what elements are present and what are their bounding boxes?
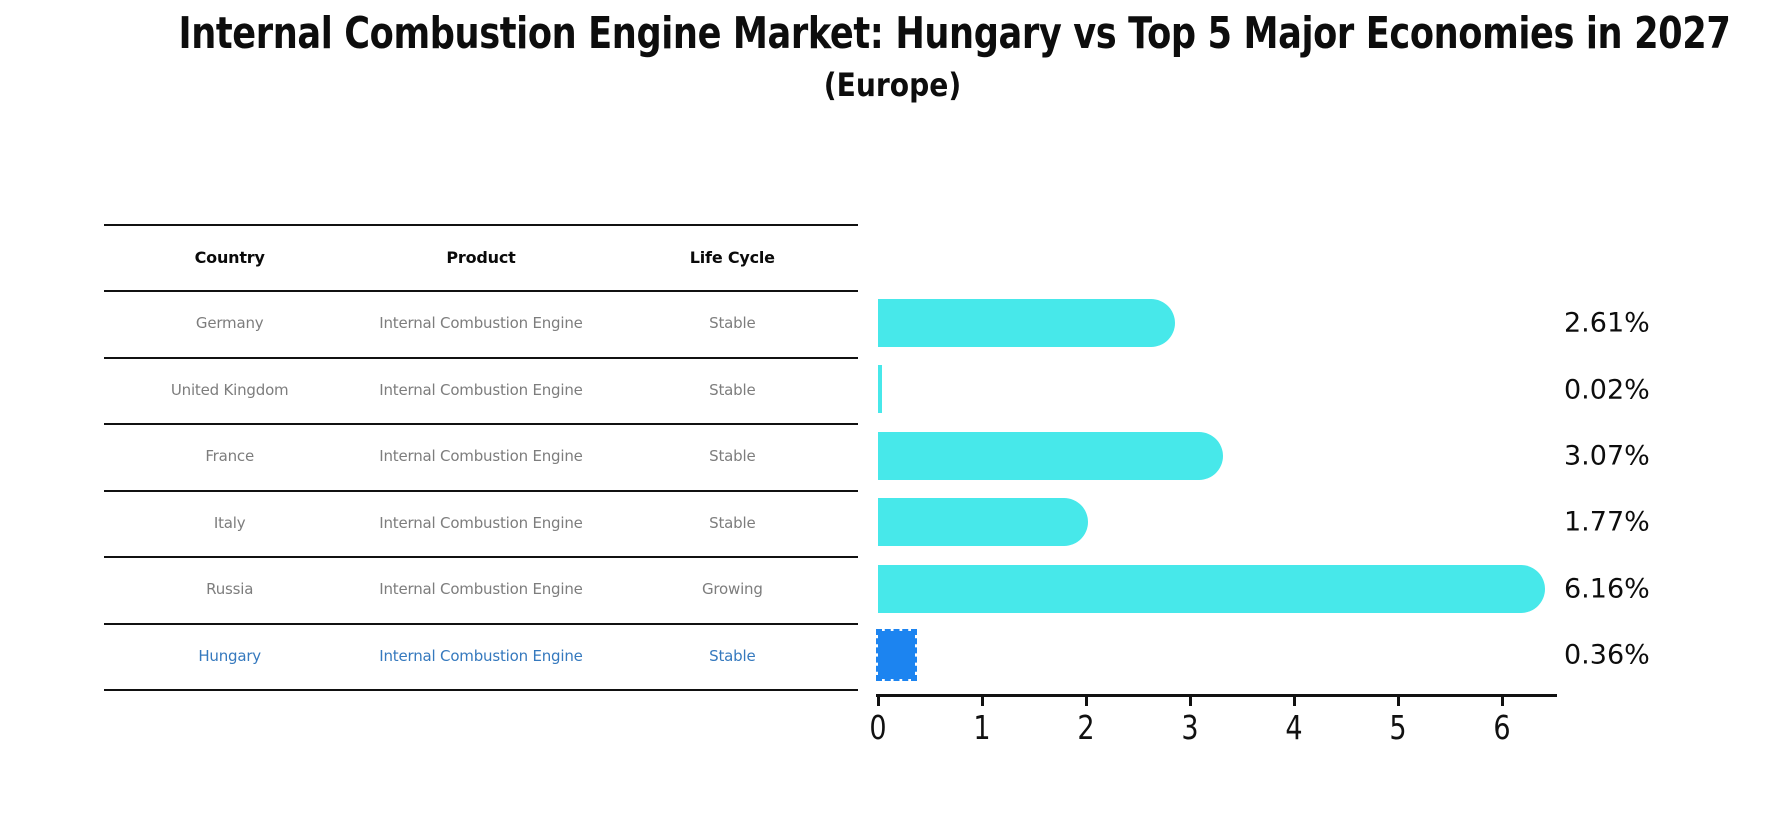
bar-united-kingdom	[878, 365, 883, 414]
table-divider	[104, 423, 858, 425]
cell-country: Russia	[206, 580, 254, 598]
table-divider	[104, 290, 858, 292]
x-axis-tick-label: 1	[973, 708, 991, 747]
cell-product: Internal Combustion Engine	[379, 314, 583, 332]
bar-value-label: 6.16%	[1564, 573, 1650, 605]
page-subtitle: (Europe)	[823, 66, 962, 104]
table-row-germany: Germany Internal Combustion Engine Stabl…	[104, 290, 858, 356]
cell-life-cycle: Growing	[701, 580, 763, 598]
bar-value-label: 0.02%	[1564, 374, 1650, 406]
cell-product: Internal Combustion Engine	[379, 447, 583, 465]
bar-russia	[878, 564, 1545, 613]
bar-value-label: 1.77%	[1564, 506, 1650, 538]
table-row-hungary: Hungary Internal Combustion Engine Stabl…	[104, 623, 858, 689]
cell-country: United Kingdom	[170, 381, 289, 399]
bar-value-label: 3.07%	[1564, 440, 1650, 472]
bar-value-label: 2.61%	[1564, 307, 1650, 339]
cell-product: Internal Combustion Engine	[379, 580, 583, 598]
bar-value-label: 0.36%	[1564, 639, 1650, 671]
x-axis-tick-label: 5	[1389, 708, 1407, 747]
table-row-russia: Russia Internal Combustion Engine Growin…	[104, 556, 858, 622]
x-axis-tick-label: 6	[1493, 708, 1511, 747]
cell-product: Internal Combustion Engine	[379, 381, 583, 399]
table-divider	[104, 357, 858, 359]
cell-life-cycle: Stable	[709, 447, 756, 465]
header-product: Product	[446, 247, 516, 267]
cell-country: Italy	[213, 514, 246, 532]
x-axis-tick-label: 0	[869, 708, 887, 747]
page-title: Internal Combustion Engine Market: Hunga…	[178, 8, 1731, 59]
cell-life-cycle: Stable	[709, 314, 756, 332]
x-axis-tick	[1085, 697, 1088, 706]
x-axis-tick-label: 2	[1077, 708, 1095, 747]
cell-life-cycle: Stable	[709, 381, 756, 399]
header-life-cycle: Life Cycle	[689, 247, 775, 267]
bar-hungary	[875, 629, 918, 681]
table-divider	[104, 556, 858, 558]
x-axis-tick-label: 3	[1181, 708, 1199, 747]
cell-life-cycle: Stable	[709, 647, 756, 665]
cell-life-cycle: Stable	[709, 514, 756, 532]
header-country: Country	[194, 247, 265, 267]
table-header-row: Country Product Life Cycle	[104, 224, 858, 290]
x-axis-tick-label: 4	[1285, 708, 1303, 747]
bar-italy	[878, 498, 1089, 547]
x-axis-tick	[981, 697, 984, 706]
table-row-france: France Internal Combustion Engine Stable	[104, 423, 858, 489]
table-divider	[104, 224, 858, 226]
cell-product: Internal Combustion Engine	[379, 514, 583, 532]
x-axis-tick	[1189, 697, 1192, 706]
x-axis-tick	[877, 697, 880, 706]
cell-country: Germany	[195, 314, 264, 332]
table-row-united-kingdom: United Kingdom Internal Combustion Engin…	[104, 357, 858, 423]
table-divider	[104, 490, 858, 492]
x-axis-tick	[1501, 697, 1504, 706]
cell-product: Internal Combustion Engine	[379, 647, 583, 665]
table-divider	[104, 623, 858, 625]
table-row-italy: Italy Internal Combustion Engine Stable	[104, 490, 858, 556]
cell-country: Hungary	[198, 647, 261, 665]
table-divider	[104, 689, 858, 691]
bar-france	[878, 431, 1224, 480]
x-axis-line	[876, 694, 1557, 697]
x-axis-tick	[1293, 697, 1296, 706]
x-axis-tick	[1397, 697, 1400, 706]
bar-germany	[878, 299, 1176, 347]
cell-country: France	[205, 447, 254, 465]
